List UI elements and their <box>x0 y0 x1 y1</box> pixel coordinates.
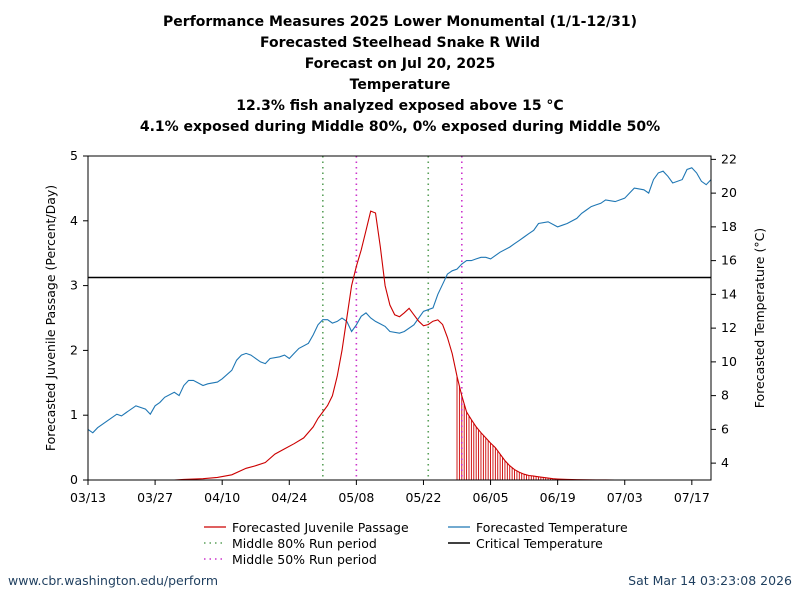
y-right-tick-label: 8 <box>721 388 729 403</box>
chart-subtitle-species: Forecasted Steelhead Snake R Wild <box>259 35 541 51</box>
chart-subtitle-middle-exposure: 4.1% exposed during Middle 80%, 0% expos… <box>139 119 661 135</box>
x-tick-label: 03/13 <box>70 490 106 505</box>
x-tick-label: 04/24 <box>271 490 307 505</box>
y-right-tick-label: 22 <box>721 151 737 166</box>
legend-swatch-critical <box>448 542 470 544</box>
legend-swatch-temperature <box>448 526 470 528</box>
y-right-tick-label: 20 <box>721 185 737 200</box>
legend-item-mid50: Middle 50% Run period <box>204 550 377 568</box>
x-tick-label: 06/05 <box>473 490 509 505</box>
legend-label-passage: Forecasted Juvenile Passage <box>232 519 409 535</box>
y-right-tick-label: 16 <box>721 253 737 268</box>
y-right-axis-label: Forecasted Temperature (°C) <box>752 228 767 408</box>
y-left-tick-label: 1 <box>70 407 78 422</box>
x-tick-label: 03/27 <box>137 490 173 505</box>
legend-item-critical: Critical Temperature <box>448 534 603 552</box>
chart-subtitle-measure: Temperature <box>349 77 451 93</box>
temperature-series-line <box>87 167 712 434</box>
legend-label-mid80: Middle 80% Run period <box>232 535 377 551</box>
x-tick-label: 07/17 <box>674 490 710 505</box>
legend-item-mid80: Middle 80% Run period <box>204 534 377 552</box>
y-right-tick-label: 4 <box>721 455 729 470</box>
y-right-tick-label: 10 <box>721 354 737 369</box>
legend-label-critical: Critical Temperature <box>476 535 603 551</box>
y-left-tick-label: 0 <box>70 472 78 487</box>
x-tick-label: 05/22 <box>405 490 441 505</box>
chart-subtitle-exposure: 12.3% fish analyzed exposed above 15 °C <box>236 98 564 114</box>
legend-item-temperature: Forecasted Temperature <box>448 518 628 536</box>
x-tick-label: 06/19 <box>540 490 576 505</box>
y-right-tick-label: 18 <box>721 219 737 234</box>
y-left-axis-label: Forecasted Juvenile Passage (Percent/Day… <box>43 185 58 451</box>
y-right-tick-label: 6 <box>721 421 729 436</box>
footer-timestamp: Sat Mar 14 03:23:08 2026 <box>628 573 792 588</box>
x-tick-label: 05/08 <box>338 490 374 505</box>
x-tick-label: 04/10 <box>204 490 240 505</box>
legend-item-passage: Forecasted Juvenile Passage <box>204 518 409 536</box>
chart-subtitle-forecast-date: Forecast on Jul 20, 2025 <box>304 56 496 72</box>
chart-titles: Performance Measures 2025 Lower Monument… <box>0 12 800 138</box>
plot-frame <box>87 155 712 481</box>
y-left-tick-label: 5 <box>70 148 78 163</box>
legend-label-temperature: Forecasted Temperature <box>476 519 628 535</box>
legend-swatch-passage <box>204 526 226 528</box>
y-right-tick-label: 14 <box>721 286 737 301</box>
footer-url[interactable]: www.cbr.washington.edu/perform <box>8 573 219 588</box>
x-tick-label: 07/03 <box>607 490 643 505</box>
legend-swatch-mid80 <box>204 542 226 544</box>
legend-label-mid50: Middle 50% Run period <box>232 551 377 567</box>
chart-title: Performance Measures 2025 Lower Monument… <box>163 14 637 30</box>
passage-series-line <box>88 210 711 481</box>
y-left-tick-label: 3 <box>70 278 78 293</box>
y-right-tick-label: 12 <box>721 320 737 335</box>
y-left-tick-label: 4 <box>70 213 78 228</box>
legend-swatch-mid50 <box>204 558 226 560</box>
y-left-tick-label: 2 <box>70 342 78 357</box>
